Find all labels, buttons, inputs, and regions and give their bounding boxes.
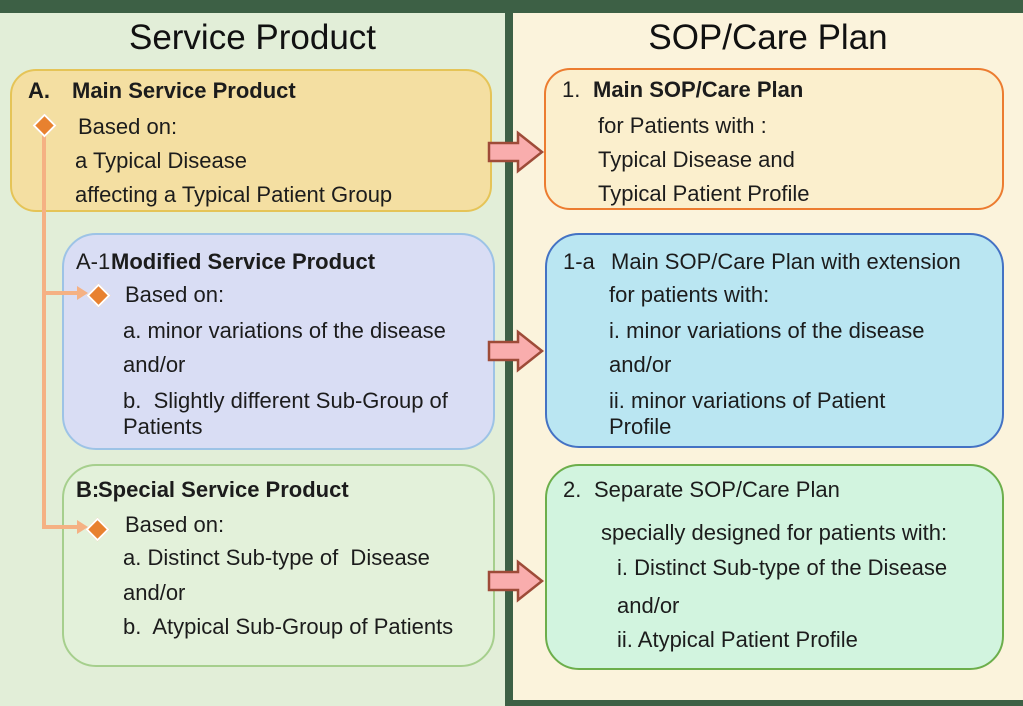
- box-heading-prefix: A-1: [76, 249, 111, 274]
- box-heading-title: Main Service Product: [72, 78, 296, 103]
- box-line: for Patients with :: [598, 113, 767, 138]
- bullet-label: Based on:: [125, 512, 225, 537]
- box-heading-prefix: 2.: [563, 477, 582, 502]
- box-heading: A-1Modified Service Product: [76, 249, 481, 275]
- box-heading-prefix: A.: [28, 78, 50, 103]
- bullet-label: Based on:: [78, 114, 178, 139]
- box-line: a. Distinct Sub-type of Disease: [123, 545, 430, 570]
- box-line: affecting a Typical Patient Group: [75, 182, 393, 207]
- box-line: a Typical Disease: [75, 148, 248, 173]
- right-column-title: SOP/Care Plan: [648, 18, 888, 57]
- box-line: specially designed for patients with:: [601, 520, 948, 545]
- box-sop-care-plan-extension: 1-a Main SOP/Care Plan with extension for…: [545, 233, 1004, 448]
- box-heading: 1-a Main SOP/Care Plan with extension: [563, 249, 986, 275]
- connector-vertical-line: [42, 132, 46, 529]
- connector-branch-line: [44, 291, 77, 295]
- box-heading-title: Main SOP/Care Plan: [593, 77, 804, 102]
- box-special-service-product: B:Special Service Product Based on: a. D…: [62, 464, 495, 667]
- box-heading: 1. Main SOP/Care Plan: [562, 77, 986, 103]
- box-heading: 2. Separate SOP/Care Plan: [563, 477, 986, 503]
- box-line: b. Atypical Sub-Group of Patients: [123, 614, 454, 639]
- box-heading-title: Special Service Product: [98, 477, 349, 502]
- flow-arrow-icon: [487, 130, 545, 174]
- branch-arrowhead-icon: [77, 286, 88, 300]
- box-line: and/or: [617, 593, 680, 618]
- flow-arrow-icon: [487, 329, 545, 373]
- box-heading-prefix: 1.: [562, 77, 581, 102]
- connector-branch-line: [42, 525, 77, 529]
- box-line: a. minor variations of the disease: [123, 318, 446, 343]
- box-line: and/or: [123, 580, 186, 605]
- box-line: i. minor variations of the disease: [609, 318, 925, 343]
- flow-arrow-icon: [487, 559, 545, 603]
- box-main-service-product: A. Main Service Product Based on: a Typic…: [10, 69, 492, 212]
- box-line: ii. Atypical Patient Profile: [617, 627, 858, 652]
- box-line: for patients with:: [609, 282, 770, 307]
- box-separate-sop-care-plan: 2. Separate SOP/Care Plan specially desig…: [545, 464, 1004, 670]
- box-heading-prefix: B:: [76, 477, 100, 502]
- box-line: ii. minor variations of Patient Profile: [609, 388, 892, 439]
- box-heading: A. Main Service Product: [28, 78, 474, 104]
- bullet-label: Based on:: [125, 282, 225, 307]
- box-modified-service-product: A-1Modified Service Product Based on: a.…: [62, 233, 495, 450]
- box-line: b. Slightly different Sub-Group of Patie…: [123, 388, 455, 439]
- box-heading-prefix: 1-a: [563, 249, 595, 274]
- box-line: Typical Patient Profile: [598, 181, 810, 206]
- box-heading-title: Main SOP/Care Plan with extension: [611, 249, 961, 274]
- branch-arrowhead-icon: [77, 520, 88, 534]
- box-heading: B:Special Service Product: [76, 477, 481, 503]
- left-column-title: Service Product: [128, 18, 377, 57]
- box-heading-title: Modified Service Product: [111, 249, 376, 274]
- box-heading-title: Separate SOP/Care Plan: [594, 477, 840, 502]
- box-main-sop-care-plan: 1. Main SOP/Care Plan for Patients with :…: [544, 68, 1004, 210]
- box-line: Typical Disease and: [598, 147, 795, 172]
- box-line: i. Distinct Sub-type of the Disease: [617, 555, 948, 580]
- box-line: and/or: [609, 352, 672, 377]
- box-line: and/or: [123, 352, 186, 377]
